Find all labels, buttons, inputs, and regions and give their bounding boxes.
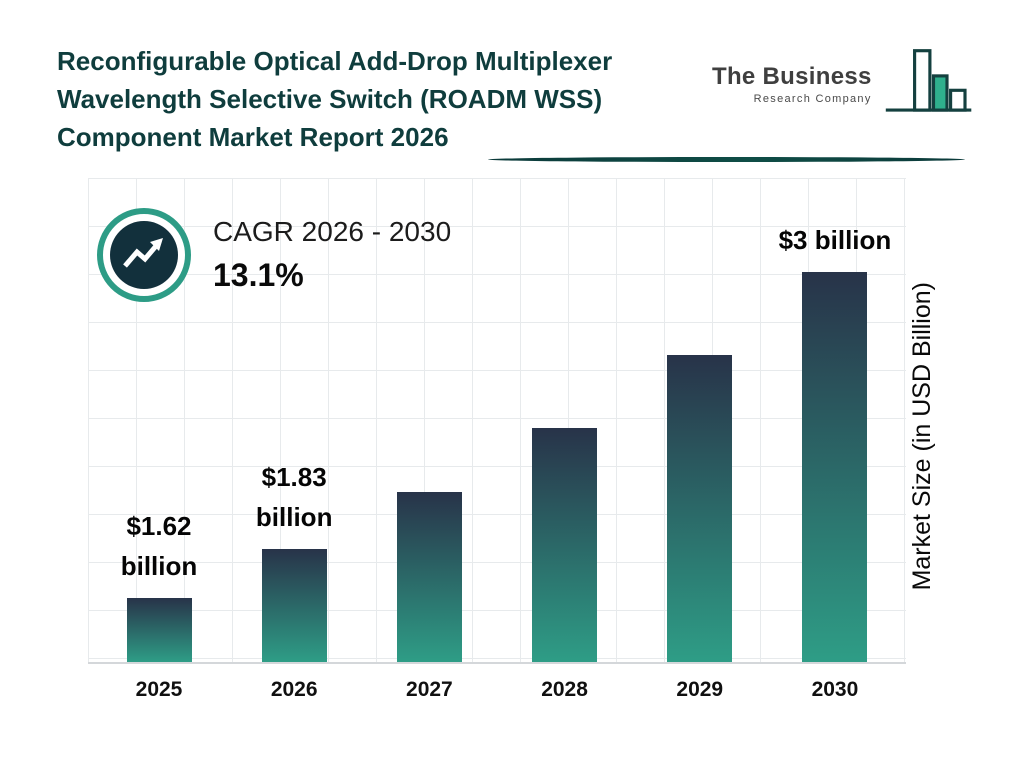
cagr-badge: CAGR 2026 - 2030 13.1% bbox=[95, 206, 451, 304]
bar-column: $1.62 billion bbox=[94, 178, 224, 662]
bar-column bbox=[500, 178, 630, 662]
cagr-text: CAGR 2026 - 2030 13.1% bbox=[213, 206, 451, 294]
brand-text: The Business Research Company bbox=[712, 63, 872, 105]
report-title: Reconfigurable Optical Add-Drop Multiple… bbox=[57, 42, 612, 156]
x-tick-label: 2027 bbox=[406, 678, 453, 701]
brand-subname: Research Company bbox=[753, 93, 872, 105]
bar-column: $3 billion bbox=[770, 178, 900, 662]
bar-chart-logo-icon bbox=[885, 49, 971, 112]
bars: $1.62 billion $1.83 billion $3 billion bbox=[88, 178, 906, 662]
bar-column: $1.83 billion bbox=[229, 178, 359, 662]
x-tick-label: 2025 bbox=[135, 678, 183, 701]
brand-name: The Business bbox=[712, 63, 872, 90]
bar bbox=[532, 428, 598, 662]
x-tick-label: 2029 bbox=[676, 678, 724, 701]
x-tick-label: 2030 bbox=[811, 678, 859, 701]
cagr-value: 13.1% bbox=[213, 257, 304, 293]
title-divider bbox=[488, 157, 965, 162]
y-axis-label: Market Size (in USD Billion) bbox=[908, 282, 936, 591]
bar bbox=[126, 598, 192, 662]
chart: $1.62 billion $1.83 billion $3 billion bbox=[88, 178, 906, 664]
bar-column bbox=[364, 178, 494, 662]
x-axis: 2025 2026 2027 2028 2029 2030 bbox=[88, 678, 906, 702]
brand-logo: The Business Research Company bbox=[712, 48, 974, 120]
bar-value-label: $1.83 billion bbox=[255, 462, 333, 532]
x-tick-label: 2026 bbox=[270, 678, 318, 701]
bar bbox=[261, 549, 327, 662]
cagr-label: CAGR 2026 - 2030 bbox=[213, 216, 452, 247]
x-tick-label: 2028 bbox=[541, 678, 588, 701]
bar bbox=[802, 272, 868, 662]
bar-value-label: $1.62 billion bbox=[120, 511, 198, 581]
bar bbox=[667, 355, 733, 662]
bar-value-label: $3 billion bbox=[778, 225, 892, 255]
report-title-line-3: Component Market Report 2026 bbox=[57, 122, 449, 152]
bar bbox=[396, 492, 462, 662]
trending-up-icon bbox=[97, 208, 191, 302]
report-title-line-1: Reconfigurable Optical Add-Drop Multiple… bbox=[57, 46, 613, 76]
report-title-line-2: Wavelength Selective Switch (ROADM WSS) bbox=[57, 84, 603, 114]
bar-column bbox=[635, 178, 765, 662]
